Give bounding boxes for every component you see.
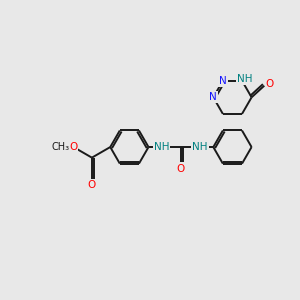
Text: NH: NH [154,142,170,152]
Text: O: O [177,164,185,174]
Text: O: O [88,180,96,190]
Text: CH₃: CH₃ [51,142,70,152]
Text: NH: NH [237,74,252,84]
Text: N: N [209,92,217,102]
Text: NH: NH [192,142,208,152]
Text: N: N [219,76,227,86]
Text: O: O [69,142,78,152]
Text: O: O [266,79,274,89]
